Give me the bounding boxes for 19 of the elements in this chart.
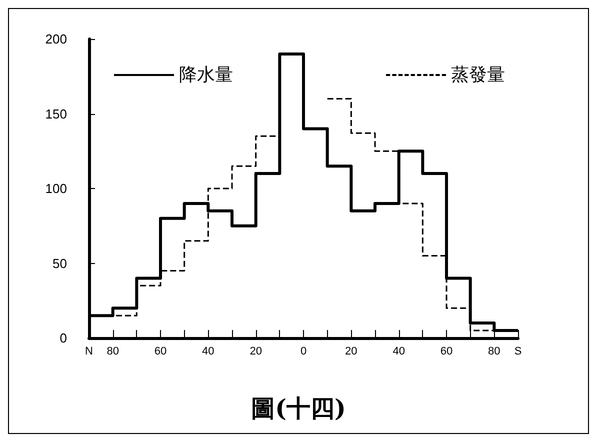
x-tick-label: 40 [392, 346, 405, 358]
y-tick-label: 200 [45, 32, 67, 46]
y-tick-label: 0 [60, 330, 67, 346]
x-tick-label: 20 [345, 346, 358, 358]
x-tick-label: 60 [440, 346, 453, 358]
x-tick-label: 60 [154, 346, 167, 358]
x-tick-label: 80 [106, 346, 119, 358]
y-tick-label: 50 [52, 256, 67, 271]
y-tick-label: 100 [45, 181, 67, 196]
x-tick-label: 40 [202, 346, 214, 358]
x-tick-label: 80 [488, 346, 500, 358]
legend-label: 降水量 [179, 64, 233, 86]
x-tick-label: 20 [250, 346, 262, 358]
x-tick-label: 0 [300, 346, 307, 358]
text: 圖(十四) [251, 394, 346, 422]
y-tick-label: 150 [45, 106, 67, 122]
x-tick-label: S [514, 346, 522, 358]
legend-label: 蒸發量 [451, 64, 505, 86]
x-tick-label: N [85, 346, 94, 358]
